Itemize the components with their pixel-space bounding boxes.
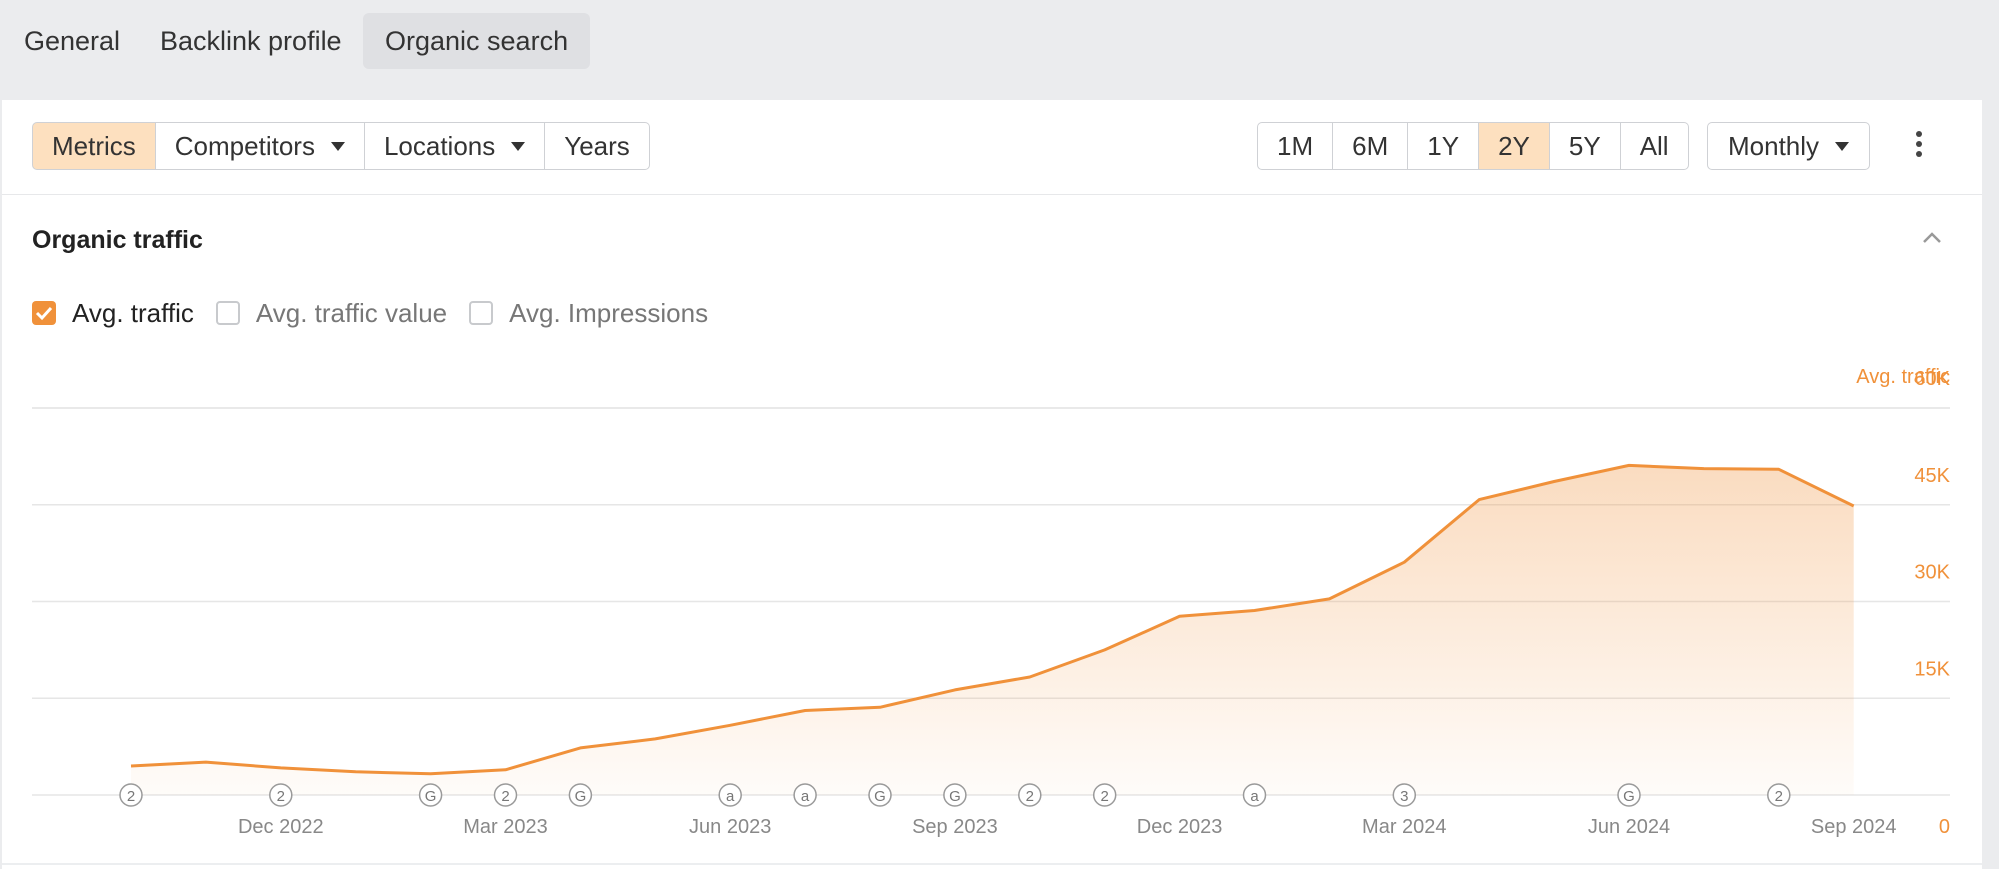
annotation-marker [868, 783, 892, 807]
locations-dropdown[interactable]: Locations [364, 122, 546, 170]
tab-general[interactable]: General [24, 26, 121, 56]
chevron-up-icon[interactable] [1921, 227, 1943, 249]
interval-label: Monthly [1728, 131, 1820, 161]
x-tick-label: Mar 2023 [463, 816, 548, 838]
y-tick-label: 60K [1914, 368, 1950, 390]
annotation-marker [943, 783, 967, 807]
metric-label: Avg. traffic value [255, 297, 448, 328]
caret-down-icon [330, 141, 345, 151]
checkbox-checked-icon[interactable] [32, 301, 56, 325]
annotation-label: 2 [277, 788, 285, 805]
years-button[interactable]: Years [545, 122, 650, 170]
tab-bar: General Backlink profile Organic search [0, 0, 1999, 100]
x-tick-label: Mar 2024 [1362, 816, 1447, 838]
traffic-area [130, 463, 1855, 795]
organic-search-panel: Metrics Competitors Locations Years 1M 6… [2, 100, 1982, 869]
annotation-marker [493, 783, 518, 807]
metric-label: Avg. traffic [72, 297, 194, 328]
x-tick-label: Dec 2023 [1137, 816, 1223, 838]
annotation-marker [119, 783, 143, 807]
range-2y-button[interactable]: 2Y [1479, 122, 1550, 170]
annotation-label: a [1250, 788, 1259, 805]
checkbox-unchecked-icon[interactable] [469, 301, 494, 325]
tab-backlink-profile[interactable]: Backlink profile [160, 26, 342, 56]
panel-divider [2, 863, 1982, 865]
annotation-marker [1018, 783, 1042, 807]
y-tick-label: 30K [1914, 562, 1950, 584]
view-mode-group: Metrics Competitors Locations Years [32, 122, 650, 170]
range-1m-button[interactable]: 1M [1257, 122, 1334, 170]
annotation-marker [1242, 783, 1267, 807]
y-tick-label: 15K [1914, 658, 1950, 680]
metric-avg-impressions[interactable]: Avg. Impressions [469, 298, 708, 329]
annotation-label: 2 [1775, 788, 1783, 805]
tab-organic-search[interactable]: Organic search [363, 13, 591, 69]
annotation-label: 3 [1400, 788, 1408, 805]
interval-dropdown[interactable]: Monthly [1707, 122, 1871, 170]
x-tick-label: Dec 2022 [238, 816, 324, 838]
y-tick-label: 45K [1914, 465, 1950, 487]
range-6m-button[interactable]: 6M [1333, 122, 1409, 170]
annotation-marker [718, 783, 742, 807]
x-tick-label: Sep 2023 [912, 816, 998, 838]
metric-avg-traffic-value[interactable]: Avg. traffic value [215, 297, 448, 329]
annotation-marker [568, 783, 593, 807]
annotation-label: 2 [1101, 788, 1109, 805]
section-title: Organic traffic [32, 226, 203, 254]
y-axis-title: Avg. traffic [1856, 366, 1950, 388]
range-1y-button[interactable]: 1Y [1408, 122, 1480, 170]
annotation-label: G [575, 788, 587, 805]
annotation-label: 2 [501, 788, 509, 805]
series-line-avg-traffic [130, 463, 1855, 776]
metric-avg-traffic[interactable]: Avg. traffic [32, 298, 194, 329]
annotation-marker [1092, 783, 1117, 807]
annotation-marker [269, 783, 293, 807]
range-all-button[interactable]: All [1620, 122, 1689, 170]
annotation-label: a [726, 788, 735, 805]
checkbox-unchecked-icon[interactable] [215, 301, 240, 325]
range-5y-button[interactable]: 5Y [1549, 122, 1621, 170]
metrics-button[interactable]: Metrics [32, 122, 156, 170]
annotation-label: G [1623, 788, 1635, 805]
annotation-label: G [874, 788, 886, 805]
time-range-group: 1M 6M 1Y 2Y 5Y All [1257, 122, 1689, 170]
competitors-dropdown[interactable]: Competitors [155, 122, 365, 170]
annotation-label: 2 [1026, 788, 1034, 805]
axis-labels: Avg. traffic 0 15K 30K 45K 60K Dec 2022 Mar 202… [238, 366, 1951, 838]
annotation-marker [793, 783, 817, 807]
annotation-marker [1767, 783, 1791, 807]
y-tick-label: 0 [1939, 816, 1950, 838]
more-vertical-icon[interactable] [1905, 128, 1933, 164]
caret-down-icon [1835, 141, 1850, 151]
metric-toggles: Avg. traffic Avg. traffic value Avg. Imp… [32, 298, 730, 328]
x-tick-label: Jun 2024 [1588, 816, 1670, 838]
metric-label: Avg. Impressions [509, 297, 709, 328]
x-tick-label: Sep 2024 [1811, 816, 1897, 838]
x-tick-label: Jun 2023 [689, 816, 771, 838]
annotation-label: 2 [127, 788, 135, 805]
annotation-label: a [801, 788, 810, 805]
annotation-marker [418, 783, 443, 807]
annotation-label: G [949, 788, 961, 805]
annotation-marker [1617, 783, 1641, 807]
caret-down-icon [511, 141, 526, 151]
chart-toolbar: Metrics Competitors Locations Years 1M 6… [2, 100, 1982, 195]
annotation-label: G [425, 788, 437, 805]
locations-label: Locations [383, 131, 496, 161]
competitors-label: Competitors [174, 131, 315, 161]
annotation-marker [1392, 783, 1417, 807]
area-fill [131, 465, 1854, 795]
